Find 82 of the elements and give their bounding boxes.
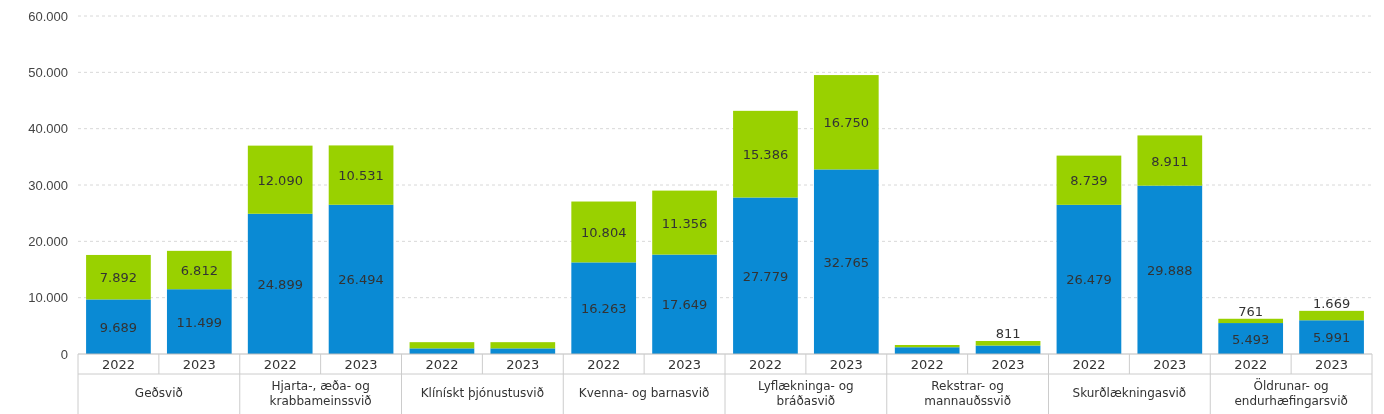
data-label: 16.263	[580, 301, 627, 317]
text: Geðsvið	[134, 386, 183, 400]
y-tick-label: 40.000	[28, 121, 68, 137]
text: Klínískt þjónustusvið	[420, 386, 545, 400]
bar	[975, 340, 1041, 346]
bar	[1137, 185, 1203, 354]
bar	[86, 254, 151, 300]
bar	[328, 204, 394, 354]
text: Öldrunar- og endurhæfingarsvið	[1234, 377, 1348, 408]
data-label: 32.765	[823, 254, 870, 270]
x-tick-label: 2022	[263, 357, 297, 372]
y-tick-label: 30.000	[28, 177, 68, 193]
data-label: 16.750	[823, 115, 870, 131]
text: Kvenna- og barnasvið	[578, 386, 710, 400]
data-label: 5.991	[1312, 330, 1351, 346]
data-label: 10.804	[580, 224, 627, 240]
x-tick-label: 2022	[587, 357, 621, 372]
bar	[571, 201, 637, 263]
data-label: 811	[995, 325, 1021, 341]
bar	[328, 145, 394, 205]
bar	[652, 190, 717, 255]
bar	[733, 197, 798, 354]
x-tick-label: 2022	[425, 357, 459, 372]
bar	[1137, 135, 1203, 186]
data-label: 17.649	[661, 297, 708, 313]
data-label: 8.911	[1151, 153, 1189, 169]
bar	[166, 250, 232, 290]
data-label: 29.888	[1147, 262, 1193, 278]
y-tick-label: 20.000	[28, 233, 68, 249]
data-label: 11.356	[661, 215, 708, 231]
data-label: 1.669	[1312, 295, 1351, 311]
x-tick-label: 2022	[1072, 357, 1106, 372]
text: Rekstrar- og mannauðssvið	[924, 379, 1012, 408]
x-tick-label: 2023	[668, 357, 702, 372]
bar	[813, 75, 879, 170]
bar	[1056, 204, 1122, 354]
bar	[166, 289, 232, 354]
y-tick-label: 50.000	[28, 64, 68, 80]
bar	[409, 342, 475, 349]
data-label: 11.499	[176, 314, 223, 330]
bar	[1299, 320, 1364, 354]
bar	[571, 262, 637, 354]
data-label: 6.812	[180, 263, 218, 279]
bar	[247, 145, 313, 214]
x-tick-label: 2023	[182, 357, 216, 372]
bar	[1299, 310, 1364, 321]
x-tick-label: 2023	[506, 357, 540, 372]
x-tick-label: 2023	[829, 357, 863, 372]
bar	[490, 342, 556, 349]
data-label: 26.494	[338, 272, 384, 288]
data-label: 26.479	[1066, 272, 1112, 288]
data-label: 7.892	[99, 270, 138, 286]
text: Hjarta-, æða- og krabbameinssvið	[269, 379, 372, 408]
data-label: 5.493	[1232, 331, 1270, 347]
y-tick-label: 60.000	[28, 8, 68, 24]
bar	[813, 169, 879, 354]
x-tick-label: 2022	[748, 357, 782, 372]
data-label: 761	[1238, 303, 1264, 319]
text: Skurðlækningasvið	[1072, 386, 1187, 400]
x-tick-label: 2022	[910, 357, 944, 372]
bar	[247, 213, 313, 354]
bar	[1218, 318, 1284, 324]
x-tick-label: 2023	[344, 357, 378, 372]
x-tick-label: 2023	[1153, 357, 1187, 372]
text: Lyflækninga- og bráðasvið	[758, 379, 854, 408]
x-tick-label: 2023	[1315, 357, 1349, 372]
y-tick-label: 0	[60, 346, 68, 362]
data-label: 27.779	[742, 268, 789, 284]
x-tick-label: 2023	[991, 357, 1025, 372]
y-tick-label: 10.000	[28, 290, 68, 306]
data-label: 15.386	[742, 147, 789, 163]
data-label: 9.689	[99, 319, 138, 335]
data-label: 24.899	[257, 276, 303, 292]
x-tick-label: 2022	[101, 357, 135, 372]
bar	[86, 299, 151, 354]
data-label: 10.531	[338, 168, 384, 184]
bar	[1056, 155, 1122, 205]
data-label: 8.739	[1070, 173, 1108, 189]
x-tick-label: 2022	[1234, 357, 1268, 372]
bar	[652, 254, 717, 354]
bar	[733, 110, 798, 198]
data-label: 12.090	[257, 172, 303, 188]
